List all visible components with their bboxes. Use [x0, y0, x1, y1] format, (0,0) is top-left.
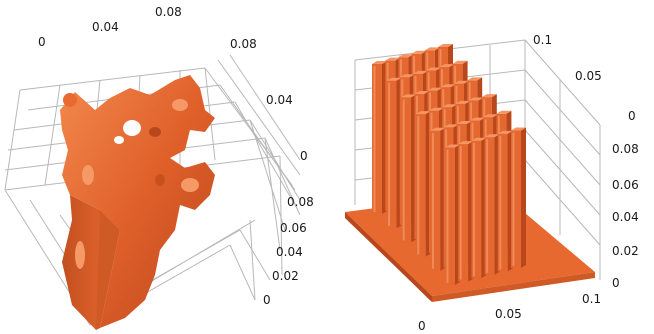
right-axis-ticks: 0.1 0.05 0 0.08 0.06 0.04 0.02 0 0.1 0 0…: [418, 33, 639, 333]
pin-fin: [471, 137, 487, 279]
pin-fin: [401, 94, 417, 243]
right-bottom-tick-0: 0: [418, 319, 426, 333]
right-top-tick-2: 0: [628, 109, 636, 123]
pin-fin: [430, 127, 446, 271]
right-z-tick-2: 0.04: [612, 210, 639, 224]
right-bottom-tick-1: 0.05: [495, 307, 522, 321]
right-bottom-right-tick: 0.1: [582, 292, 601, 306]
left-z-tick-1: 0.06: [280, 221, 307, 235]
left-axis-ticks: 0 0.04 0.08 0.08 0.04 0 0.08 0.06 0.04 0…: [38, 5, 314, 307]
pin-fins: [372, 44, 526, 285]
left-z-tick-0: 0.08: [287, 195, 314, 209]
right-top-tick-1: 0.05: [575, 69, 602, 83]
right-top-tick-0: 0.1: [533, 33, 552, 47]
left-right-tick-2: 0: [300, 149, 308, 163]
left-top-tick-0: 0: [38, 35, 46, 49]
pin-fin: [484, 134, 500, 275]
right-z-tick-0: 0.08: [612, 142, 639, 156]
pin-fin: [445, 144, 460, 285]
right-z-tick-1: 0.06: [612, 178, 639, 192]
pin-fin: [511, 127, 526, 268]
pin-fin: [386, 77, 402, 229]
pin-fin: [372, 61, 387, 214]
left-top-tick-1: 0.04: [92, 20, 119, 34]
pin-fin: [497, 130, 513, 272]
left-right-tick-0: 0.08: [230, 37, 257, 51]
left-z-tick-2: 0.04: [276, 245, 303, 259]
right-z-tick-3: 0.02: [612, 244, 639, 258]
pin-fin: [415, 111, 431, 257]
right-z-tick-4: 0: [612, 276, 620, 290]
left-z-tick-3: 0.02: [272, 269, 299, 283]
organic-heat-sink-shape: [60, 75, 215, 330]
left-top-tick-2: 0.08: [155, 5, 182, 19]
pin-fin: [458, 141, 474, 282]
left-z-tick-4: 0: [263, 293, 271, 307]
left-right-tick-1: 0.04: [266, 93, 293, 107]
